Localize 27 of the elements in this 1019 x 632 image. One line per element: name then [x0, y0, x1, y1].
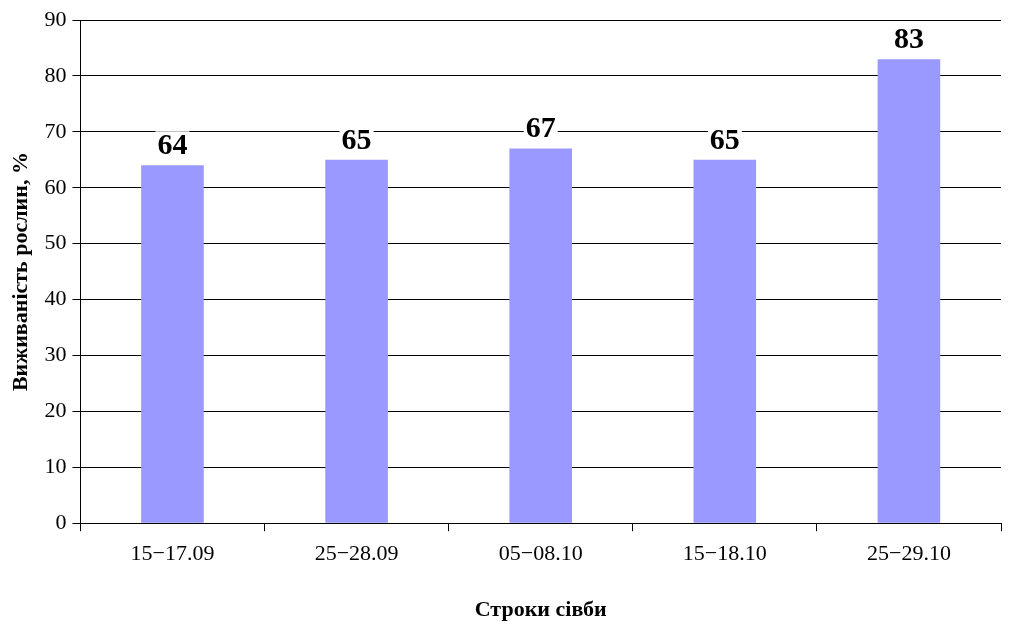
y-tick-label: 90 — [44, 5, 67, 31]
x-tick-label: 05−08.10 — [498, 540, 583, 566]
bar — [509, 148, 572, 523]
data-label: 65 — [709, 121, 740, 155]
x-axis-title: Строки сівби — [474, 596, 607, 622]
x-tick-label: 25−28.09 — [314, 540, 399, 566]
x-tick-label: 15−17.09 — [130, 540, 215, 566]
y-tick-label: 50 — [44, 229, 67, 255]
y-tick-label: 30 — [44, 341, 67, 367]
y-tick-label: 0 — [55, 508, 67, 534]
y-tick-label: 70 — [44, 117, 67, 143]
x-tick-label: 25−29.10 — [866, 540, 951, 566]
bar — [325, 159, 388, 523]
data-label: 67 — [525, 110, 556, 144]
y-tick-label: 10 — [44, 453, 67, 479]
bar — [693, 159, 757, 523]
y-tick-label: 40 — [44, 285, 67, 311]
y-tick-label: 60 — [44, 173, 67, 199]
bar — [141, 165, 204, 523]
data-label: 64 — [157, 127, 188, 161]
x-tick-label: 15−18.10 — [682, 540, 767, 566]
y-axis-title: Виживаність рослин, % — [6, 152, 32, 392]
bar — [877, 59, 941, 523]
y-tick-label: 80 — [44, 61, 67, 87]
data-label: 83 — [893, 20, 924, 54]
data-label: 65 — [341, 121, 372, 155]
y-tick-label: 20 — [44, 397, 67, 423]
